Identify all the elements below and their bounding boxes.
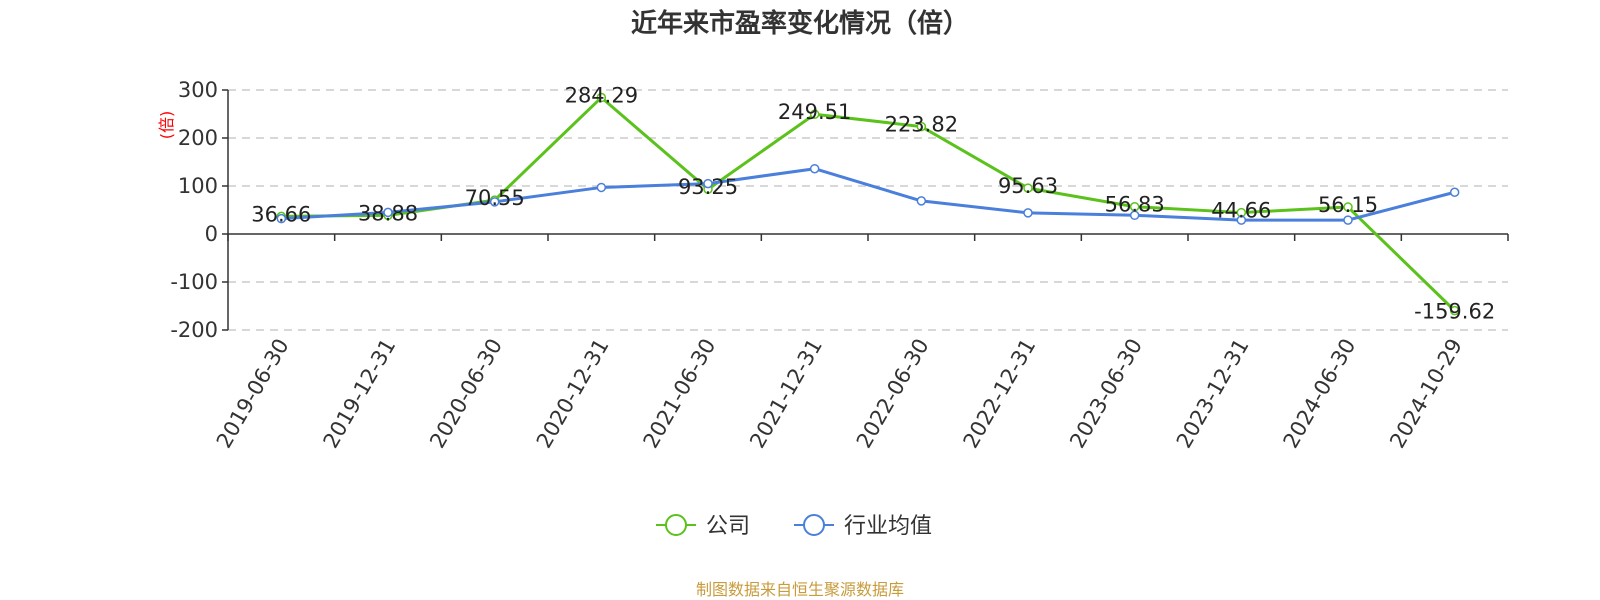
- data-label: 44.66: [1211, 199, 1271, 223]
- data-point: [383, 207, 393, 218]
- data-label: 70.55: [465, 186, 525, 210]
- data-point: [1343, 215, 1353, 225]
- y-tick-label: 0: [205, 222, 218, 246]
- data-label: 93.25: [678, 175, 738, 199]
- x-tick-label: 2023-06-30: [1065, 335, 1147, 453]
- data-point: [916, 121, 927, 132]
- data-point: [703, 178, 713, 189]
- x-tick-label: 2024-10-29: [1385, 335, 1467, 453]
- legend-label: 公司: [706, 514, 750, 539]
- data-point: [596, 182, 607, 193]
- x-tick-label: 2020-06-30: [425, 334, 507, 452]
- legend-marker-icon: [665, 514, 687, 536]
- y-axis-label: (倍): [157, 111, 176, 140]
- data-point: [276, 213, 287, 224]
- chart-title: 近年来市盈率变化情况（倍）: [631, 8, 969, 39]
- legend[interactable]: 公司 行业均值: [656, 514, 932, 539]
- data-point: [809, 163, 820, 174]
- data-label: 38.88: [358, 201, 418, 225]
- data-label: 56.15: [1318, 193, 1378, 217]
- x-tick-label: 2024-06-30: [1279, 335, 1361, 453]
- grid: [228, 89, 1508, 331]
- series-layer: [276, 92, 1460, 316]
- data-point: [1343, 202, 1353, 212]
- data-label: -159.62: [1414, 300, 1495, 324]
- data-point: [1449, 187, 1460, 197]
- legend-item-2[interactable]: 行业均值: [794, 514, 932, 539]
- data-label: 95.63: [998, 174, 1058, 198]
- data-point: [1129, 210, 1140, 221]
- data-label: 249.51: [778, 100, 851, 124]
- x-tick-label: 2023-12-31: [1172, 335, 1254, 453]
- data-labels: 36.66 38.88 70.55 284.29 93.25 249.51 223.82 95…: [251, 84, 1495, 324]
- legend-item-1[interactable]: 公司: [656, 514, 750, 539]
- data-point: [1449, 305, 1460, 316]
- y-tick-label: 100: [178, 174, 218, 198]
- data-point: [1236, 215, 1247, 225]
- x-tick-label: 2022-06-30: [852, 334, 934, 452]
- y-tick-label: 300: [178, 78, 218, 102]
- data-point: [489, 197, 500, 207]
- legend-label: 行业均值: [844, 514, 932, 539]
- series-line-2: [281, 167, 1456, 222]
- data-label: 284.29: [565, 84, 638, 108]
- x-tick-label: 2021-12-31: [745, 335, 827, 453]
- source-note: 制图数据来自恒生聚源数据库: [696, 580, 904, 599]
- x-tick-label: 2022-12-31: [959, 335, 1041, 453]
- x-tick-label: 2021-06-30: [639, 335, 721, 453]
- x-tick-label: 2019-06-30: [212, 335, 294, 453]
- data-point: [596, 92, 607, 103]
- y-tick-label: -200: [170, 318, 218, 342]
- data-label: 223.82: [885, 113, 958, 137]
- legend-marker-icon: [803, 514, 825, 536]
- data-point: [916, 196, 927, 206]
- y-tick-label: 200: [178, 126, 218, 150]
- data-label: 36.66: [251, 202, 311, 226]
- x-tick-label: 2019-12-31: [319, 335, 401, 453]
- data-point: [1023, 208, 1033, 218]
- x-tick-label: 2020-12-31: [532, 335, 614, 453]
- y-tick-label: -100: [170, 270, 218, 294]
- data-point: [1023, 183, 1033, 193]
- data-label: 56.83: [1105, 193, 1165, 217]
- data-point: [809, 109, 820, 119]
